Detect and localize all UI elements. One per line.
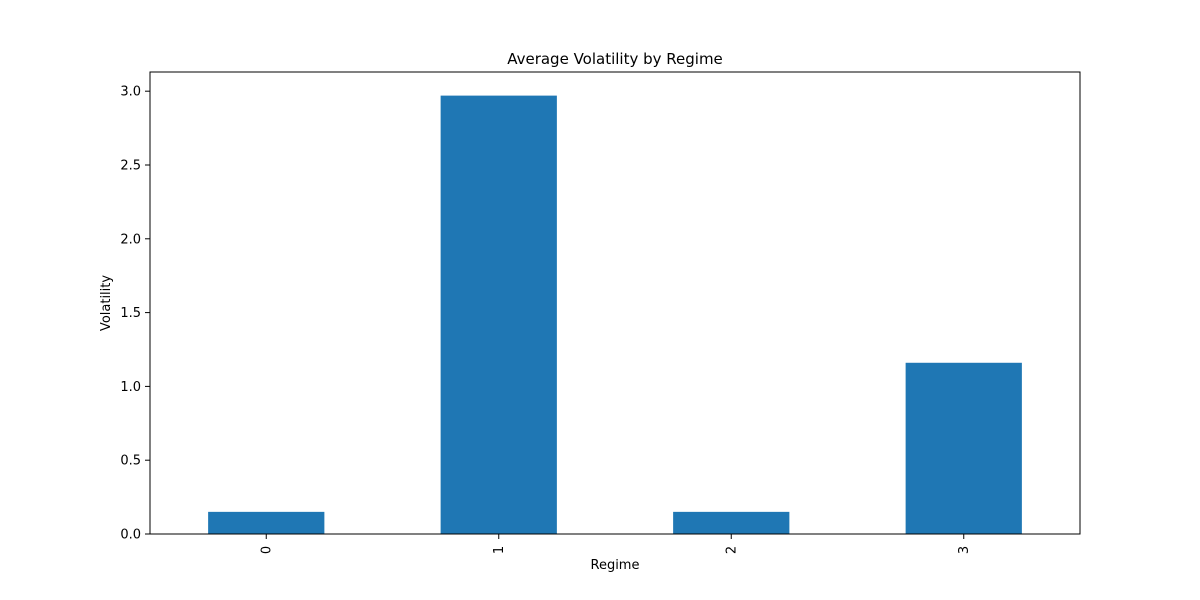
chart-title: Average Volatility by Regime: [507, 50, 723, 68]
plot-area-frame: [149, 71, 1081, 535]
y-tick-label: 3.0: [120, 85, 141, 100]
y-axis: 0.0 0.5 1.0 1.5 2.0 2.5 3.0: [120, 85, 150, 543]
x-axis: 0 1 2 3: [259, 534, 972, 554]
bar-regime-2: [673, 511, 790, 534]
bars-group: [208, 95, 1022, 535]
x-axis-label: Regime: [591, 558, 640, 573]
bar-regime-3: [905, 362, 1022, 534]
x-tick-label-2: 2: [724, 546, 739, 554]
x-tick-label-0: 0: [259, 546, 274, 554]
y-tick-label: 2.5: [120, 158, 141, 173]
y-tick-label: 1.5: [120, 306, 141, 321]
x-tick-label-1: 1: [492, 546, 507, 554]
y-axis-label: Volatility: [99, 275, 114, 331]
y-tick-label: 0.5: [120, 454, 141, 469]
y-tick-label: 1.0: [120, 380, 141, 395]
y-tick-label: 0.0: [120, 528, 141, 543]
y-tick-label: 2.0: [120, 232, 141, 247]
bar-regime-1: [440, 95, 557, 535]
bar-regime-0: [208, 511, 325, 534]
x-tick-label-3: 3: [957, 546, 972, 554]
